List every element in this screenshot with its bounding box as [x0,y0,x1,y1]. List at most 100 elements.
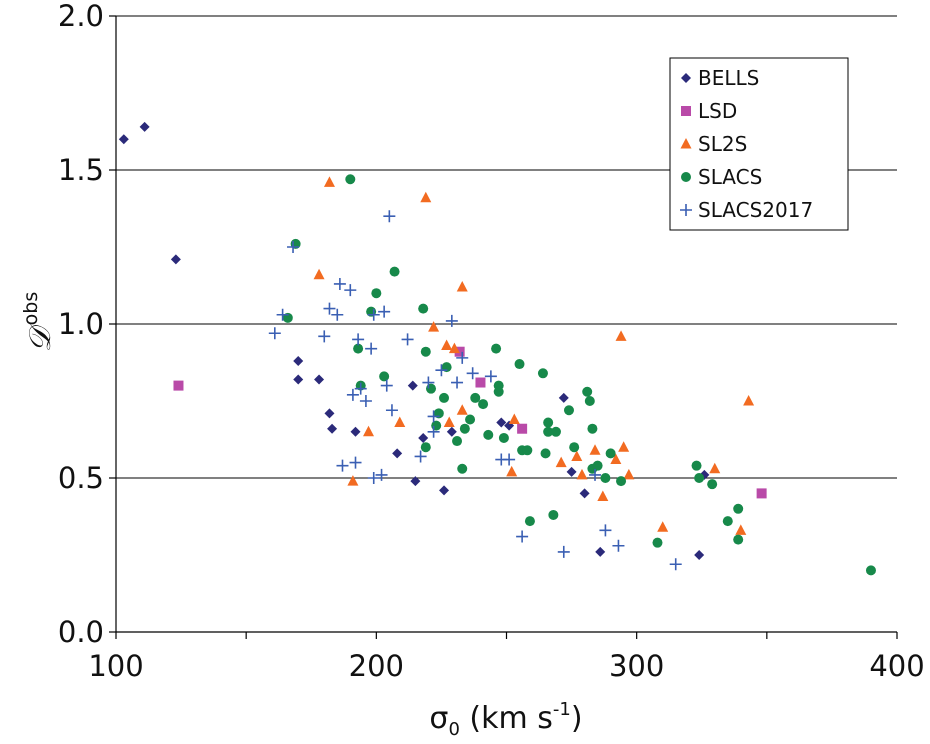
point-slacs2017 [359,395,372,407]
point-slacs2017 [503,453,516,466]
point-lsd [517,423,528,434]
point-slacs2017 [484,370,497,383]
point-slacs [563,405,574,416]
point-slacs [470,392,481,403]
y-tick-label: 1.5 [58,153,104,187]
legend-label-sl2s: SL2S [698,132,747,156]
point-slacs2017 [589,468,602,481]
point-slacs [694,473,705,483]
point-slacs [865,565,876,576]
series-bells [118,121,710,560]
point-slacs2017 [414,450,427,463]
point-sl2s [428,321,440,332]
point-slacs [389,266,400,277]
point-slacs2017 [466,367,479,380]
point-slacs [420,442,431,453]
point-slacs [543,426,554,437]
point-slacs [537,368,548,379]
point-bells [410,476,421,487]
legend-marker-slacs [681,172,691,182]
point-sl2s [555,456,567,468]
point-bells [558,392,569,403]
point-slacs [493,386,504,397]
point-slacs2017 [378,305,391,318]
point-sl2s [420,191,432,203]
point-slacs [722,516,733,527]
point-slacs2017 [456,351,469,364]
point-bells [595,546,606,557]
point-slacs2017 [612,539,625,552]
point-slacs2017 [318,330,331,343]
point-sl2s [709,462,721,474]
point-sl2s [347,475,359,486]
point-bells [118,134,129,145]
point-slacs2017 [383,210,396,223]
legend-marker-lsd [681,106,691,116]
point-slacs2017 [380,379,393,392]
point-slacs2017 [367,308,380,321]
point-bells [314,374,325,385]
point-slacs [379,371,390,382]
point-bells [579,488,590,499]
legend: BELLS LSD SL2S SLACS SLACS2017 [669,57,849,231]
point-sl2s [456,404,468,415]
point-slacs [584,396,595,406]
point-lsd [475,377,486,388]
y-ticks: 0.0 0.5 1.0 1.5 2.0 [58,0,116,649]
y-axis-label: 𝒟obs [20,292,58,353]
legend-label-slacs: SLACS [698,165,762,189]
point-sl2s [441,339,453,351]
point-slacs [465,414,476,425]
point-sl2s [623,468,635,480]
point-slacs [707,479,718,490]
point-bells [293,355,304,366]
data-points [118,121,876,576]
series-sl2s [313,176,755,535]
point-bells [324,408,335,419]
point-slacs [587,423,598,434]
point-slacs2017 [557,545,570,558]
legend-label-lsd: LSD [698,99,737,123]
y-tick-label: 2.0 [58,0,104,33]
point-sl2s [589,444,601,455]
x-tick-label: 200 [349,649,404,683]
point-slacs [616,476,627,487]
point-bells [293,374,304,385]
point-slacs2017 [401,333,414,346]
point-slacs [345,174,356,185]
point-slacs [418,303,429,314]
point-sl2s [313,268,325,280]
point-slacs2017 [375,468,388,481]
point-slacs2017 [354,382,367,395]
legend-label-bells: BELLS [698,66,759,90]
point-sl2s [735,524,747,535]
point-slacs [483,429,494,440]
point-slacs2017 [336,459,349,472]
point-sl2s [618,441,630,452]
point-slacs2017 [287,241,300,253]
point-slacs2017 [344,284,357,297]
legend-marker-sl2s [680,138,692,149]
point-slacs2017 [268,327,281,340]
x-tick-label: 400 [869,649,924,683]
point-slacs [478,399,489,410]
point-sl2s [363,425,375,437]
point-slacs2017 [385,404,398,417]
point-bells [392,448,403,459]
point-slacs2017 [352,333,365,346]
point-sl2s [597,490,609,501]
point-bells [418,432,429,443]
point-sl2s [657,521,669,532]
x-tick-label: 100 [88,649,143,683]
point-slacs [733,534,744,545]
point-slacs [431,420,442,431]
point-slacs [605,448,616,459]
point-slacs [543,417,554,428]
y-tick-label: 0.5 [58,461,104,495]
point-slacs [733,503,744,514]
gridlines [116,15,897,479]
point-sl2s [443,416,455,428]
point-bells [170,254,181,265]
point-slacs [426,383,437,394]
point-sl2s [448,342,460,354]
